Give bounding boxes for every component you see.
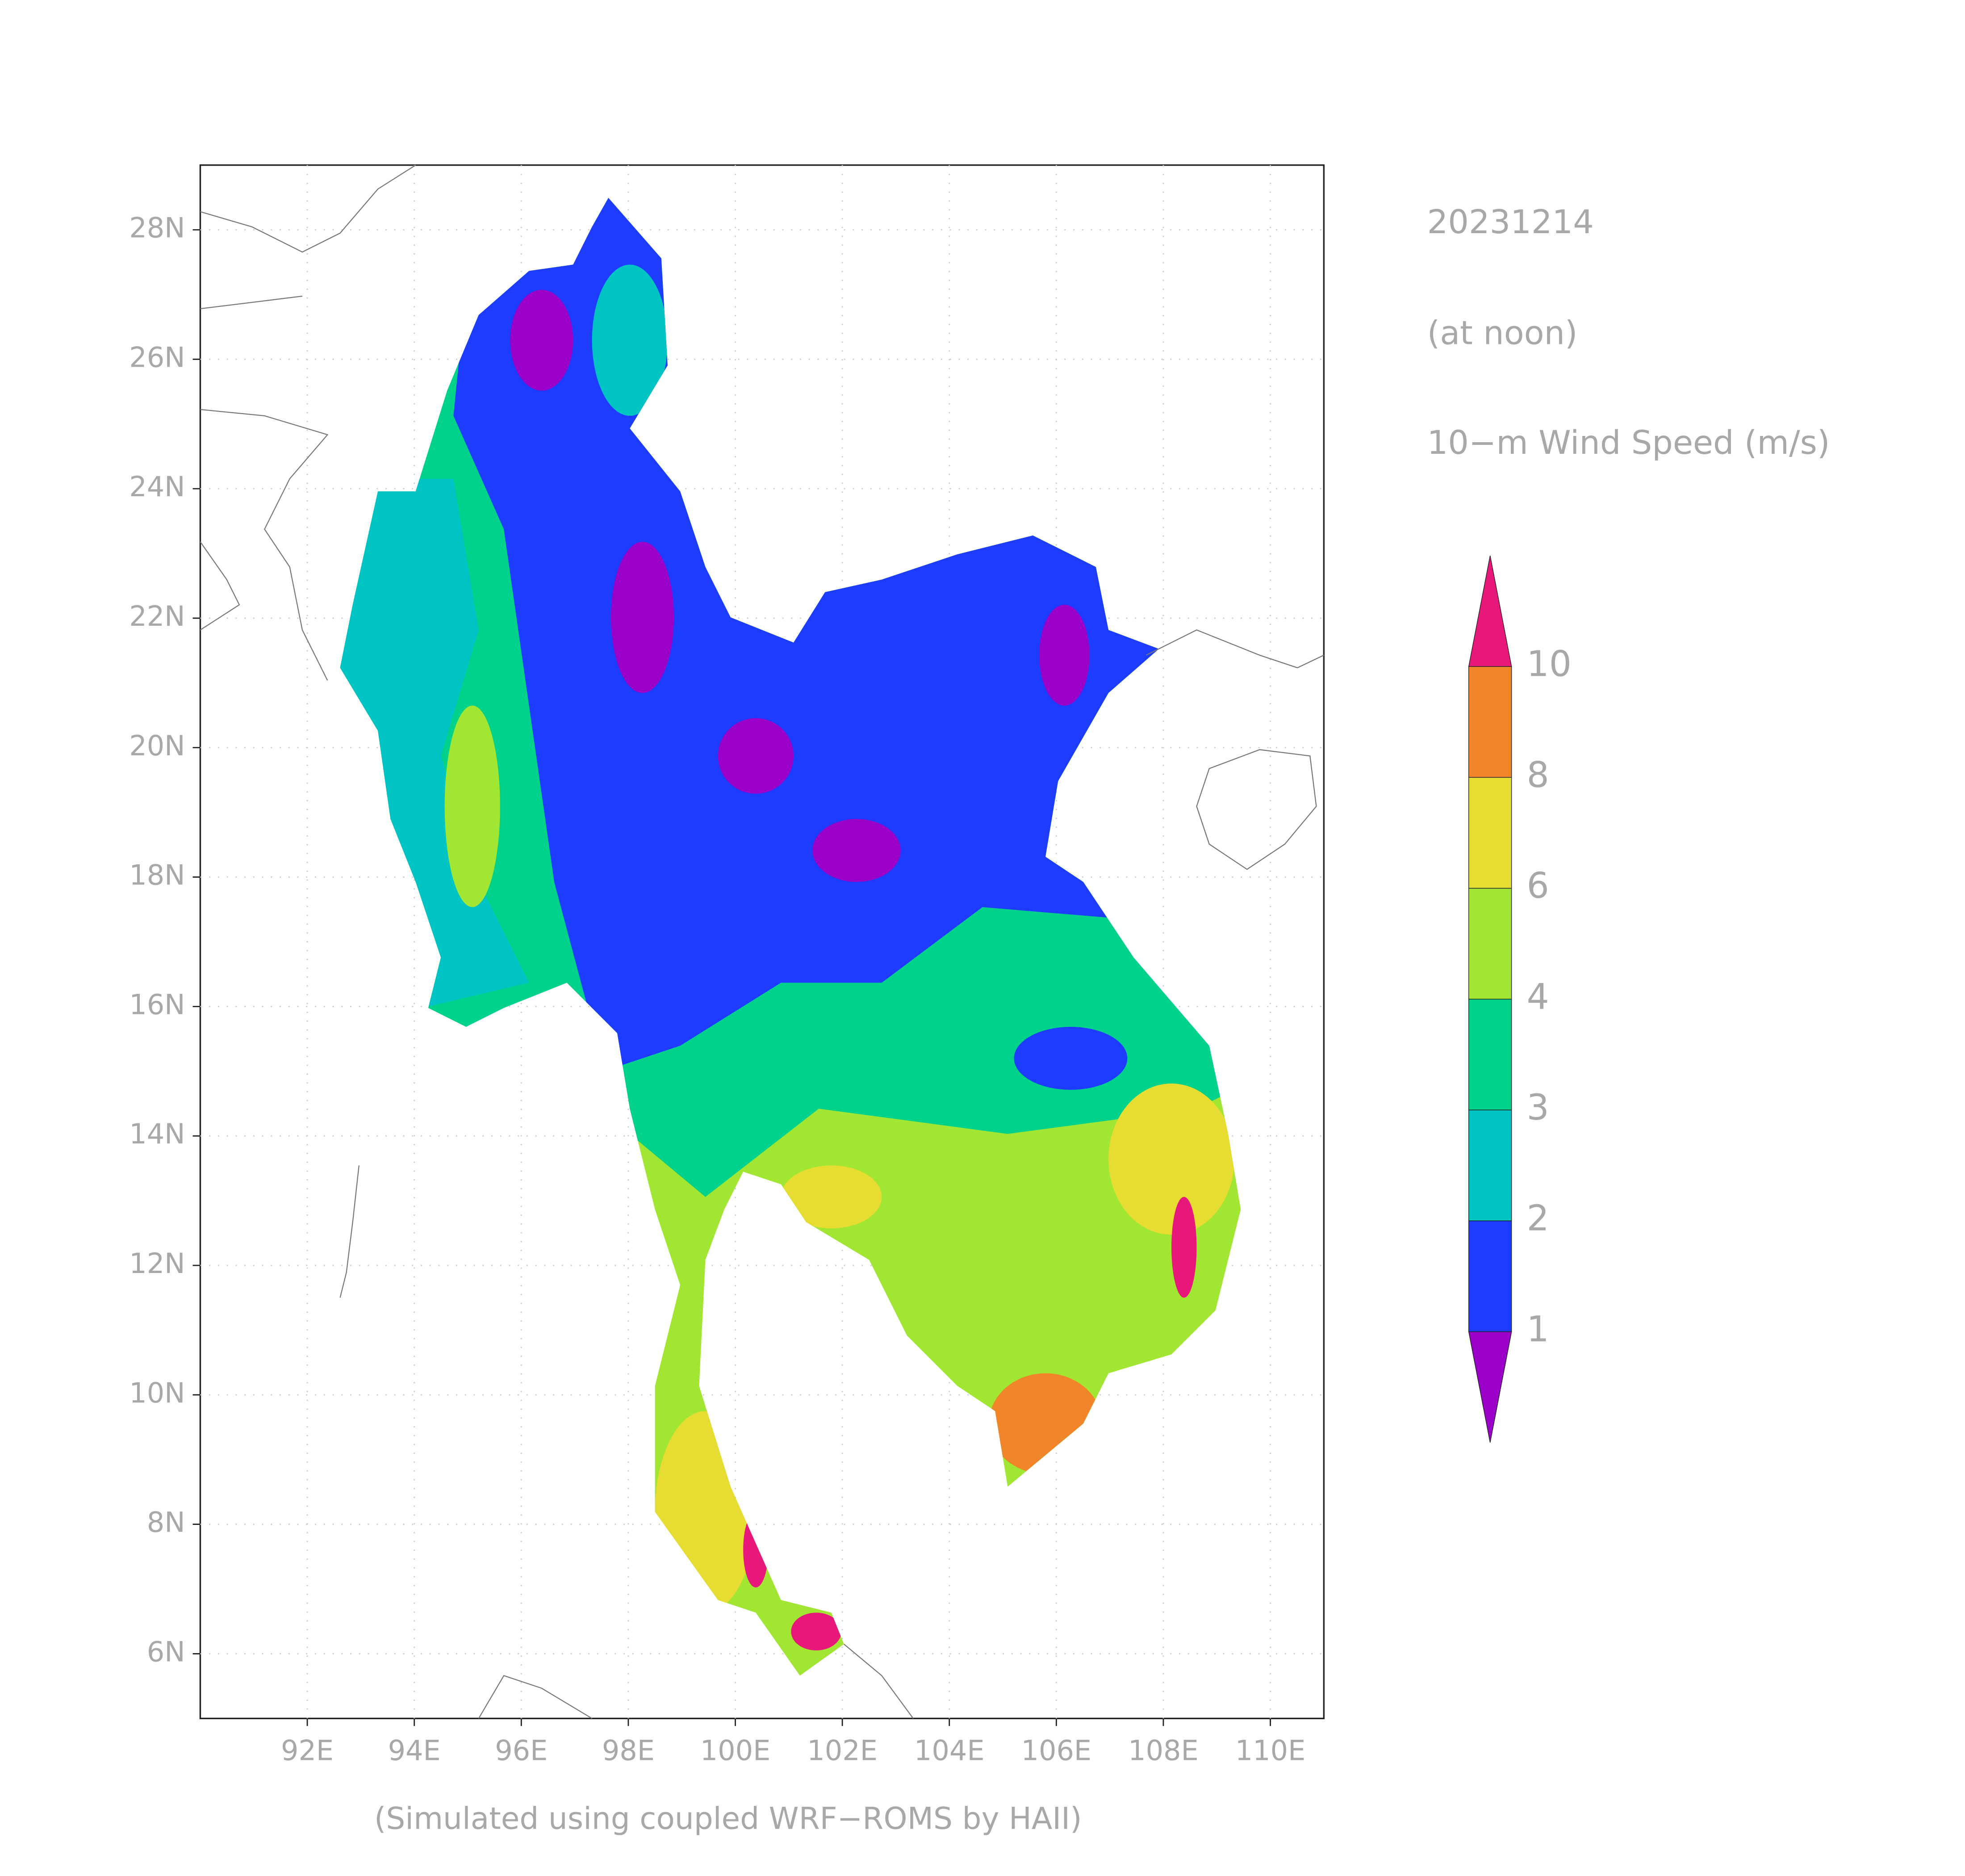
y-tick-label: 16N <box>129 988 185 1021</box>
colorbar-label: 2 <box>1526 1198 1549 1239</box>
colorbar-segment <box>1468 555 1512 667</box>
y-tick-label: 6N <box>147 1635 185 1668</box>
colorbar-segment <box>1468 1110 1512 1221</box>
y-tick-label: 10N <box>129 1377 185 1409</box>
wind-area <box>718 718 794 794</box>
x-tick-label: 100E <box>700 1734 771 1767</box>
colorbar-label: 1 <box>1526 1309 1549 1350</box>
colorbar-segment <box>1468 1220 1512 1332</box>
colorbar-label: 10 <box>1526 644 1572 685</box>
variable-label: 10−m Wind Speed (m/s) <box>1427 424 1830 462</box>
x-tick-label: 106E <box>1021 1734 1092 1767</box>
x-tick-label: 108E <box>1128 1734 1199 1767</box>
colorbar-label: 4 <box>1526 976 1549 1017</box>
x-tick-label: 104E <box>914 1734 985 1767</box>
date-label: 20231214 <box>1427 203 1594 241</box>
colorbar: 1 2 3 4 6 8 10 <box>1468 555 1572 1443</box>
y-tick-label: 24N <box>129 470 185 503</box>
wind-area <box>812 819 901 882</box>
colorbar-label: 3 <box>1526 1087 1549 1128</box>
y-tick-label: 20N <box>129 729 185 762</box>
x-tick-label: 102E <box>807 1734 878 1767</box>
wind-area <box>1039 604 1090 706</box>
y-tick-label: 14N <box>129 1118 185 1150</box>
y-tick-label: 12N <box>129 1247 185 1280</box>
x-tick-label: 110E <box>1235 1734 1306 1767</box>
wind-area <box>444 705 500 907</box>
wind-area <box>1014 1026 1128 1090</box>
y-tick-label: 26N <box>129 341 185 373</box>
wind-area <box>592 264 668 416</box>
wind-area <box>1171 1197 1197 1298</box>
wind-area <box>610 541 674 693</box>
colorbar-segment <box>1468 999 1512 1110</box>
colorbar-label: 8 <box>1526 754 1549 796</box>
y-tick-label: 18N <box>129 859 185 892</box>
colorbar-label: 6 <box>1526 865 1549 906</box>
y-tick-label: 8N <box>147 1506 185 1539</box>
colorbar-segment <box>1468 888 1512 1000</box>
wind-area <box>781 1165 882 1229</box>
colorbar-segment <box>1468 1331 1512 1443</box>
axes: 92E 94E 96E 98E 100E 102E 104E 106E 108E 110E 6N 8N… <box>129 212 1305 1767</box>
colorbar-segment <box>1468 777 1512 889</box>
y-tick-label: 28N <box>129 212 185 244</box>
y-tick-label: 22N <box>129 600 185 632</box>
x-tick-label: 92E <box>281 1734 334 1767</box>
colorbar-segment <box>1468 666 1512 778</box>
time-label: (at noon) <box>1427 314 1578 352</box>
wind-area <box>791 1612 842 1650</box>
wind-area <box>510 289 573 391</box>
x-tick-label: 94E <box>388 1734 441 1767</box>
wind-area <box>1108 1083 1235 1235</box>
x-tick-label: 96E <box>495 1734 548 1767</box>
footer-note: (Simulated using coupled WRF−ROMS by HAI… <box>374 1801 1082 1836</box>
coastlines <box>200 164 1324 1719</box>
x-tick-label: 98E <box>602 1734 655 1767</box>
